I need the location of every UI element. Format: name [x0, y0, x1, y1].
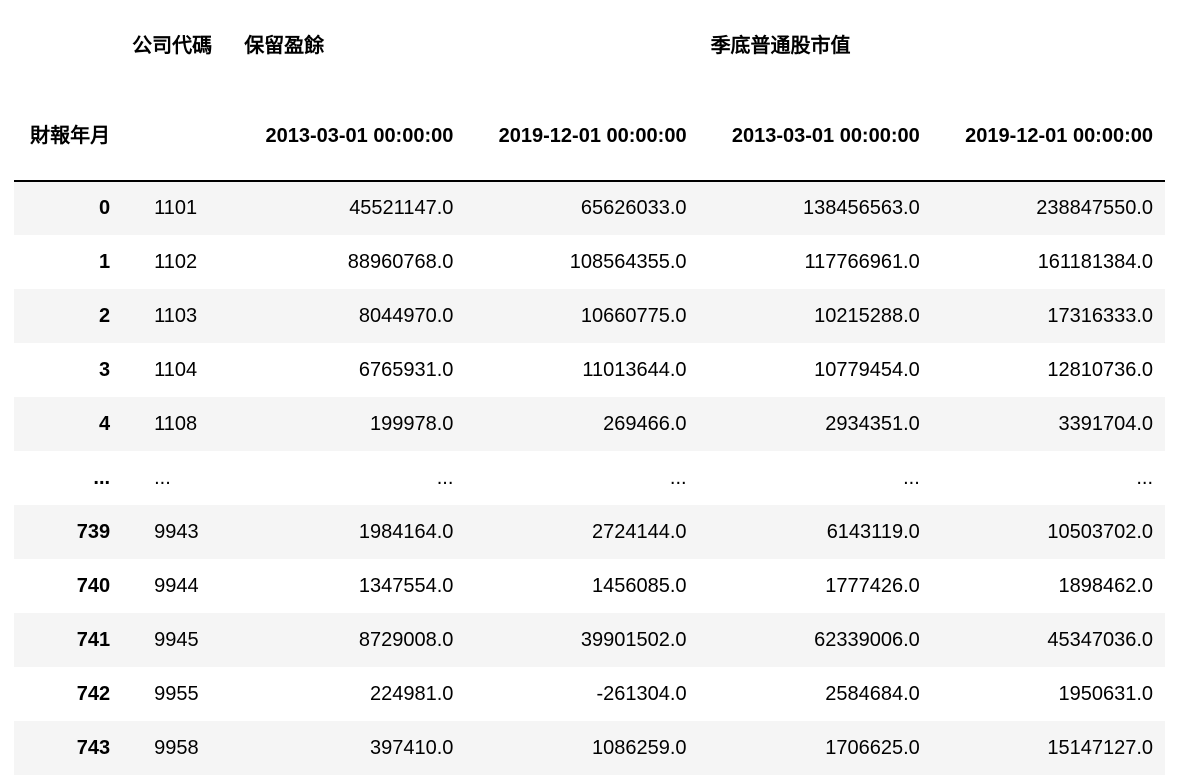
- value-cell: 2724144.0: [592, 520, 687, 543]
- value-cell: 397410.0: [369, 736, 454, 759]
- value-cell: 1086259.0: [592, 736, 687, 759]
- row-index: 4: [98, 412, 111, 435]
- value-cell: 1777426.0: [825, 574, 920, 597]
- value-cell: 8729008.0: [358, 628, 454, 651]
- value-cell: 10779454.0: [814, 358, 920, 381]
- value-cell: 10503702.0: [1047, 520, 1153, 543]
- row-index: 1: [98, 250, 111, 273]
- value-cell: 10660775.0: [580, 304, 687, 327]
- column-header-market-value: 季底普通股市值: [710, 35, 851, 57]
- date-header: 2013-03-01 00:00:00: [265, 125, 454, 147]
- value-cell: 1984164.0: [358, 520, 454, 543]
- value-cell: -261304.0: [596, 682, 687, 705]
- value-cell: ...: [903, 466, 920, 489]
- table-row: 1 1102 88960768.0 108564355.0 117766961.0 161…: [14, 235, 1165, 289]
- table-row: 3 1104 6765931.0 11013644.0 10779454.0 128107…: [14, 343, 1165, 397]
- row-index: 0: [98, 197, 111, 219]
- company-code-cell: 9944: [154, 574, 199, 597]
- value-cell: 224981.0: [369, 682, 454, 705]
- value-cell: 8044970.0: [358, 304, 454, 327]
- value-cell: 45347036.0: [1047, 628, 1153, 651]
- column-header-row-1: 公司代碼 保留盈餘 季底普通股市值: [14, 0, 1165, 92]
- table-row: 2 1103 8044970.0 10660775.0 10215288.0 173163…: [14, 289, 1165, 343]
- value-cell: 6765931.0: [358, 358, 454, 381]
- value-cell: ...: [436, 466, 454, 489]
- row-index: 740: [76, 574, 111, 597]
- value-cell: 199978.0: [369, 412, 454, 435]
- company-code-cell: 1102: [154, 250, 198, 273]
- value-cell: 45521147.0: [349, 197, 454, 219]
- dataframe-table: 公司代碼 保留盈餘 季底普通股市值 財報年月 2013-03-01 00:00:…: [14, 0, 1165, 775]
- row-index: 3: [98, 358, 111, 381]
- value-cell: 17316333.0: [1047, 304, 1153, 327]
- value-cell: 6143119.0: [826, 520, 920, 543]
- table-row: 740 9944 1347554.0 1456085.0 1777426.0 189846…: [14, 559, 1165, 613]
- company-code-cell: 1103: [154, 304, 198, 327]
- value-cell: ...: [669, 466, 687, 489]
- table-row: ..................: [14, 451, 1165, 505]
- table-row: 741 9945 8729008.0 39901502.0 62339006.0 4534…: [14, 613, 1165, 667]
- value-cell: 108564355.0: [569, 250, 687, 273]
- row-index: 743: [76, 736, 111, 759]
- table-row: 4 1108 199978.0 269466.0 2934351.0 3391704.0: [14, 397, 1165, 451]
- row-index: ...: [93, 466, 111, 489]
- blank-header: [14, 0, 122, 92]
- date-header: 2013-03-01 00:00:00: [731, 125, 920, 147]
- value-cell: 269466.0: [603, 412, 687, 435]
- value-cell: 138456563.0: [802, 197, 920, 219]
- company-code-cell: 9958: [154, 736, 199, 759]
- value-cell: 3391704.0: [1058, 412, 1153, 435]
- date-header: 2019-12-01 00:00:00: [498, 125, 687, 147]
- value-cell: 1456085.0: [592, 574, 687, 597]
- value-cell: 15147127.0: [1047, 736, 1153, 759]
- value-cell: 1950631.0: [1058, 682, 1153, 705]
- value-cell: 2584684.0: [825, 682, 920, 705]
- value-cell: 12810736.0: [1047, 358, 1153, 381]
- value-cell: 1706625.0: [825, 736, 920, 759]
- value-cell: 62339006.0: [814, 628, 920, 651]
- value-cell: 88960768.0: [347, 250, 454, 273]
- value-cell: ...: [1136, 466, 1153, 489]
- column-header-company-code: 公司代碼: [132, 35, 213, 57]
- row-index: 741: [76, 628, 111, 651]
- value-cell: 117766961.0: [804, 250, 920, 273]
- table-row: 742 9955 224981.0 -261304.0 2584684.0 1950631…: [14, 667, 1165, 721]
- column-header-row-2: 財報年月 2013-03-01 00:00:00 2019-12-01 00:0…: [14, 92, 1165, 181]
- value-cell: 1898462.0: [1058, 574, 1153, 597]
- table-row: 743 9958 397410.0 1086259.0 1706625.0 1514712…: [14, 721, 1165, 775]
- company-code-cell: ...: [154, 466, 171, 489]
- company-code-cell: 1104: [154, 358, 198, 381]
- row-index: 739: [76, 520, 111, 543]
- row-index: 742: [76, 682, 111, 705]
- value-cell: 65626033.0: [580, 197, 687, 219]
- column-header-retained-earnings: 保留盈餘: [244, 35, 325, 57]
- company-code-cell: 9945: [154, 628, 199, 651]
- value-cell: 39901502.0: [580, 628, 687, 651]
- value-cell: 11013644.0: [582, 358, 687, 381]
- company-code-cell: 1101: [154, 197, 198, 219]
- index-name-header: 財報年月: [30, 125, 111, 147]
- company-code-cell: 9943: [154, 520, 199, 543]
- company-code-cell: 1108: [154, 412, 198, 435]
- table-row: 0 1101 45521147.0 65626033.0 138456563.0 2388…: [14, 181, 1165, 235]
- date-header: 2019-12-01 00:00:00: [965, 125, 1153, 147]
- value-cell: 2934351.0: [825, 412, 920, 435]
- value-cell: 10215288.0: [814, 304, 920, 327]
- blank-header: [122, 92, 232, 181]
- value-cell: 1347554.0: [358, 574, 454, 597]
- value-cell: 161181384.0: [1037, 250, 1153, 273]
- row-index: 2: [98, 304, 111, 327]
- company-code-cell: 9955: [154, 682, 199, 705]
- value-cell: 238847550.0: [1036, 197, 1153, 219]
- table-row: 739 9943 1984164.0 2724144.0 6143119.0 105037…: [14, 505, 1165, 559]
